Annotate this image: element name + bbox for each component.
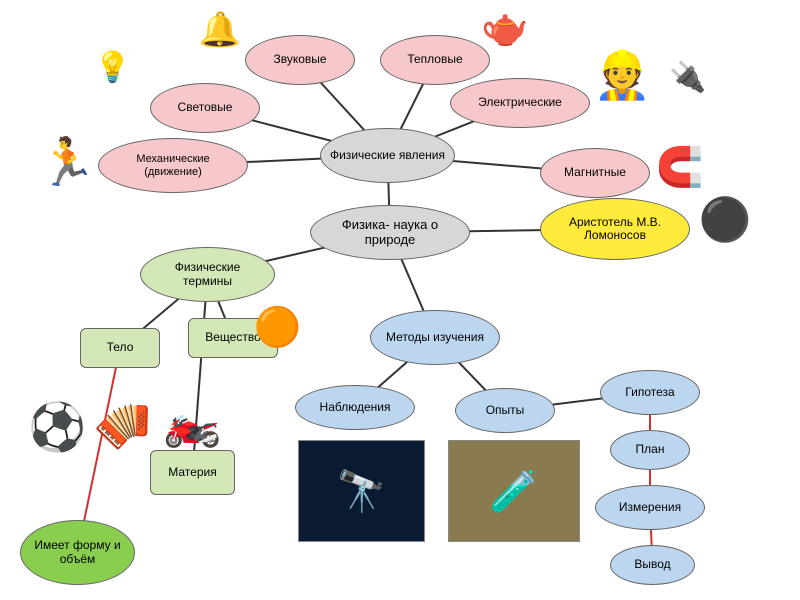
runner-icon: 🏃 <box>40 135 95 190</box>
node-telo: Тело <box>80 328 160 368</box>
node-materiya: Материя <box>150 450 235 495</box>
node-plan: План <box>610 430 690 470</box>
node-fizTerm: Физические термины <box>140 247 275 302</box>
worker-icon: 👷 <box>595 45 650 105</box>
bell-icon: 🔔 <box>200 10 240 50</box>
splash-icon: 🟠 <box>255 305 300 350</box>
node-tepl: Тепловые <box>380 35 490 85</box>
node-aristotel: Аристотель М.В. Ломоносов <box>540 198 690 260</box>
splat-icon: ⚫ <box>700 195 750 245</box>
node-svet: Световые <box>150 83 260 133</box>
socket-icon: 🔌 <box>670 60 705 95</box>
node-elektr: Электрические <box>450 78 590 128</box>
node-fizYavl: Физические явления <box>320 128 455 183</box>
node-gipoteza: Гипотеза <box>600 370 700 415</box>
node-nabl: Наблюдения <box>295 385 415 430</box>
node-opyty: Опыты <box>455 388 555 433</box>
lightbulb-icon: 💡 <box>95 45 130 90</box>
node-izmer: Измерения <box>595 485 705 530</box>
experiment-photo: 🧪 <box>448 440 580 542</box>
telescope-photo: 🔭 <box>298 440 425 542</box>
magnet-icon: 🧲 <box>655 145 705 190</box>
node-magnit: Магнитные <box>540 148 650 198</box>
node-vyvod: Вывод <box>610 545 695 585</box>
accordion-icon: 🪗 <box>95 395 150 455</box>
motorcycle-icon: 🏍️ <box>160 395 225 450</box>
node-imeet: Имеет форму и объём <box>20 520 135 585</box>
node-mekhan: Механические (движение) <box>98 138 248 193</box>
kettle-icon: 🫖 <box>480 5 530 50</box>
node-fizNauka: Физика- наука о природе <box>310 205 470 260</box>
node-zvuk: Звуковые <box>245 35 355 85</box>
soccer-icon: ⚽ <box>30 400 85 455</box>
node-metody: Методы изучения <box>370 310 500 365</box>
